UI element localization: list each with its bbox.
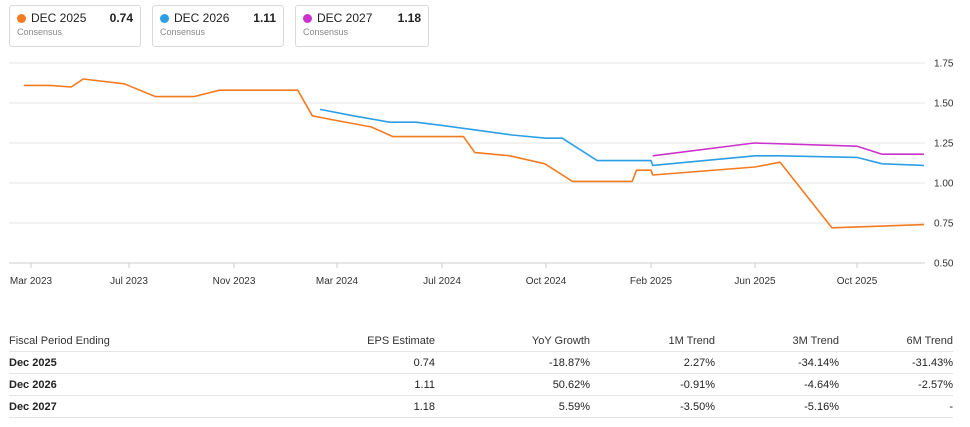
fiscal-period-cell: Dec 2025 [9, 351, 209, 374]
y-tick-label: 1.50 [934, 99, 954, 110]
trend-3m-cell: -34.14% [715, 351, 839, 374]
series-color-dot [17, 13, 26, 23]
legend-value: 1.11 [253, 11, 276, 25]
trend-1m-cell: -3.50% [590, 395, 715, 418]
eps-estimate-cell: 1.18 [209, 395, 435, 418]
table-header-row: Fiscal Period Ending EPS Estimate YoY Gr… [9, 330, 953, 352]
column-header-yoy-growth: YoY Growth [435, 330, 590, 352]
column-header-3m-trend: 3M Trend [715, 330, 839, 352]
legend-value: 0.74 [109, 11, 133, 25]
series-color-dot [160, 13, 169, 23]
x-axis: Mar 2023 Jul 2023 Nov 2023 Mar 2024 Jul 2024… [9, 262, 925, 287]
x-tick-label: Nov 2023 [213, 276, 256, 287]
y-tick-label: 0.75 [934, 219, 954, 230]
fiscal-period-cell: Dec 2027 [9, 395, 209, 418]
yoy-growth-cell: -18.87% [435, 351, 590, 374]
x-tick-label: Mar 2023 [10, 276, 53, 287]
legend-sub-label: Consensus [160, 27, 206, 37]
x-tick-label: Jul 2024 [423, 276, 461, 287]
eps-estimate-cell: 0.74 [209, 351, 435, 374]
legend-label: DEC 2025 [31, 11, 87, 25]
column-header-1m-trend: 1M Trend [590, 330, 715, 352]
x-tick-label: Jun 2025 [734, 276, 776, 287]
legend-label: DEC 2026 [174, 11, 230, 25]
y-tick-label: 1.75 [934, 59, 954, 70]
series-color-dot [303, 13, 312, 23]
legend-label: DEC 2027 [317, 11, 373, 25]
table-row: Dec 2025 0.74 -18.87% 2.27% -34.14% -31.… [9, 351, 953, 374]
trend-3m-cell: -5.16% [715, 395, 839, 418]
fiscal-period-cell: Dec 2026 [9, 373, 209, 396]
eps-trend-chart: 1.75 1.50 1.25 1.00 0.75 0.50 Mar 2023 Jul 202… [9, 59, 954, 287]
column-header-eps-estimate: EPS Estimate [209, 330, 435, 352]
x-tick-label: Oct 2024 [526, 276, 567, 287]
trend-1m-cell: 2.27% [590, 351, 715, 374]
legend-card-dec-2026[interactable]: DEC 2026 1.11 Consensus [152, 5, 284, 47]
series-lines [23, 78, 924, 229]
x-tick-label: Oct 2025 [837, 276, 878, 287]
legend-sub-label: Consensus [303, 27, 349, 37]
x-tick-label: Mar 2024 [316, 276, 359, 287]
eps-estimate-cell: 1.11 [209, 373, 435, 396]
legend-card-dec-2027[interactable]: DEC 2027 1.18 Consensus [295, 5, 429, 47]
legend-value: 1.18 [397, 11, 421, 25]
legend-card-dec-2025[interactable]: DEC 2025 0.74 Consensus [9, 5, 141, 47]
column-header-6m-trend: 6M Trend [839, 330, 953, 352]
x-tick-label: Jul 2023 [110, 276, 148, 287]
eps-estimates-table: Fiscal Period Ending EPS Estimate YoY Gr… [9, 330, 953, 418]
series-line-dec-2026[interactable] [319, 108, 924, 167]
yoy-growth-cell: 5.59% [435, 395, 590, 418]
y-tick-label: 0.50 [934, 259, 954, 270]
trend-1m-cell: -0.91% [590, 373, 715, 396]
table-row: Dec 2026 1.11 50.62% -0.91% -4.64% -2.57… [9, 373, 953, 396]
column-header-fiscal-period: Fiscal Period Ending [9, 330, 209, 352]
table-row: Dec 2027 1.18 5.59% -3.50% -5.16% - [9, 395, 953, 418]
yoy-growth-cell: 50.62% [435, 373, 590, 396]
y-tick-label: 1.00 [934, 179, 954, 190]
x-tick-label: Feb 2025 [630, 276, 673, 287]
y-axis: 1.75 1.50 1.25 1.00 0.75 0.50 [934, 59, 954, 270]
trend-6m-cell: - [839, 395, 953, 418]
series-line-dec-2027[interactable] [652, 142, 924, 157]
trend-6m-cell: -31.43% [839, 351, 953, 374]
legend-sub-label: Consensus [17, 27, 63, 37]
trend-3m-cell: -4.64% [715, 373, 839, 396]
y-tick-label: 1.25 [934, 139, 954, 150]
series-line-dec-2025[interactable] [23, 78, 924, 229]
trend-6m-cell: -2.57% [839, 373, 953, 396]
